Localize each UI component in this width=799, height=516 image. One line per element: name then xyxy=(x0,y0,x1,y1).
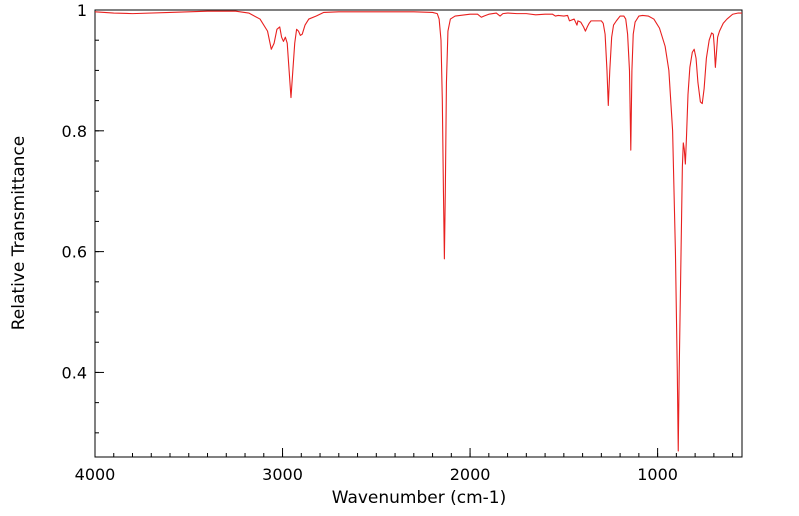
y-tick-label: 1 xyxy=(77,1,87,20)
plot-area xyxy=(94,9,743,458)
y-tick-label: 0.4 xyxy=(62,363,87,382)
y-axis-title: Relative Transmittance xyxy=(9,136,29,331)
x-tick-label: 4000 xyxy=(75,465,116,484)
y-tick-label: 0.6 xyxy=(62,243,87,262)
x-tick-label: 1000 xyxy=(637,465,678,484)
series-group xyxy=(94,10,742,452)
spectrum-line xyxy=(94,10,742,452)
x-axis-title: Wavenumber (cm-1) xyxy=(332,488,507,508)
y-tick-label: 0.8 xyxy=(62,122,87,141)
x-tick-label: 3000 xyxy=(262,465,303,484)
axis-tick-labels: 4000 3000 2000 1000 1 0.8 0.6 0.4 xyxy=(62,1,678,484)
x-tick-label: 2000 xyxy=(450,465,491,484)
axis-ticks xyxy=(94,9,734,457)
